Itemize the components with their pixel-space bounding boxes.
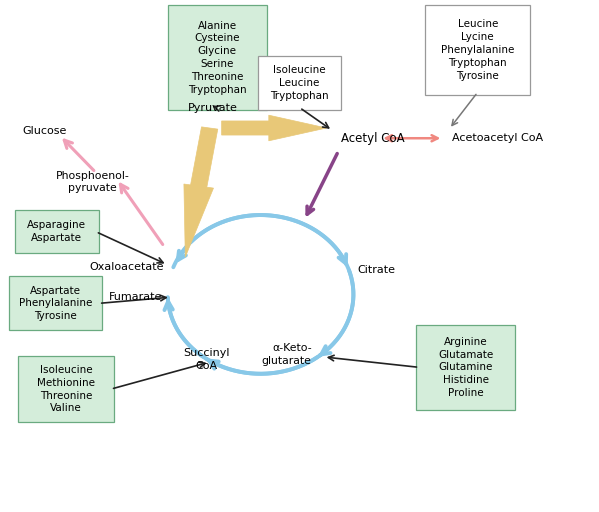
Text: Phosphoenol-
pyruvate: Phosphoenol- pyruvate <box>56 170 130 193</box>
Text: Glucose: Glucose <box>23 125 67 136</box>
Text: Arginine
Glutamate
Glutamine
Histidine
Proline: Arginine Glutamate Glutamine Histidine P… <box>438 337 494 398</box>
Polygon shape <box>184 127 218 257</box>
Text: α-Keto-
glutarate: α-Keto- glutarate <box>262 343 311 366</box>
Polygon shape <box>222 115 326 141</box>
Text: Leucine
Lycine
Phenylalanine
Tryptophan
Tyrosine: Leucine Lycine Phenylalanine Tryptophan … <box>441 19 515 80</box>
Text: Acetyl CoA: Acetyl CoA <box>341 132 405 145</box>
Text: Succinyl
CoA: Succinyl CoA <box>183 348 229 371</box>
Text: Isoleucine
Leucine
Tryptophan: Isoleucine Leucine Tryptophan <box>270 66 329 101</box>
Text: Acetoacetyl CoA: Acetoacetyl CoA <box>452 133 543 143</box>
Text: Aspartate
Phenylalanine
Tyrosine: Aspartate Phenylalanine Tyrosine <box>19 286 92 321</box>
FancyBboxPatch shape <box>9 276 102 330</box>
Text: Isoleucine
Methionine
Threonine
Valine: Isoleucine Methionine Threonine Valine <box>37 365 95 413</box>
Text: Pyruvate: Pyruvate <box>187 102 238 113</box>
FancyBboxPatch shape <box>416 325 515 410</box>
FancyBboxPatch shape <box>168 5 267 110</box>
Text: Fumarate: Fumarate <box>108 292 162 302</box>
FancyBboxPatch shape <box>258 56 341 110</box>
FancyBboxPatch shape <box>425 5 530 95</box>
FancyBboxPatch shape <box>15 210 99 253</box>
FancyBboxPatch shape <box>18 356 114 422</box>
Text: Oxaloacetate: Oxaloacetate <box>90 262 164 272</box>
Text: Alanine
Cysteine
Glycine
Serine
Threonine
Tryptophan: Alanine Cysteine Glycine Serine Threonin… <box>188 20 246 95</box>
Text: Citrate: Citrate <box>358 265 396 275</box>
Text: Asparagine
Aspartate: Asparagine Aspartate <box>28 220 86 243</box>
